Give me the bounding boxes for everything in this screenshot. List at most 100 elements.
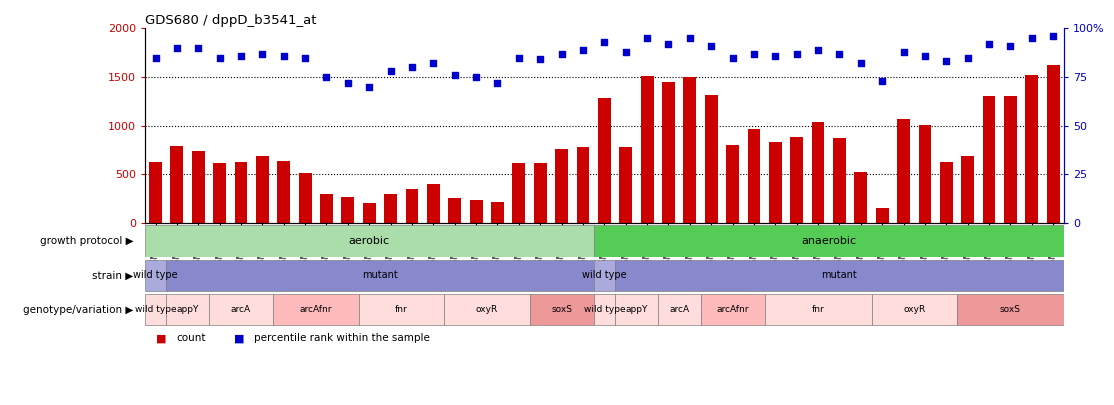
- Point: [510, 54, 528, 61]
- Point: [168, 45, 186, 51]
- Bar: [1004, 96, 1017, 223]
- Point: [317, 74, 335, 80]
- Bar: [1025, 75, 1038, 223]
- Bar: [940, 162, 952, 223]
- Text: arcA: arcA: [670, 305, 690, 314]
- Bar: [209, 294, 273, 325]
- Text: soxS: soxS: [551, 305, 573, 314]
- Bar: [957, 294, 1064, 325]
- Text: percentile rank within the sample: percentile rank within the sample: [254, 333, 430, 343]
- Bar: [277, 160, 290, 223]
- Bar: [594, 294, 615, 325]
- Point: [724, 54, 742, 61]
- Text: appY: appY: [176, 305, 198, 314]
- Bar: [854, 172, 867, 223]
- Bar: [363, 203, 375, 223]
- Text: ■: ■: [156, 333, 166, 343]
- Bar: [299, 173, 312, 223]
- Bar: [769, 142, 782, 223]
- Point: [937, 58, 955, 65]
- Bar: [235, 162, 247, 223]
- Bar: [919, 125, 931, 223]
- Text: aerobic: aerobic: [349, 236, 390, 246]
- Point: [959, 54, 977, 61]
- Bar: [683, 77, 696, 223]
- Text: fnr: fnr: [812, 305, 824, 314]
- Point: [980, 40, 998, 47]
- Point: [702, 43, 720, 49]
- Bar: [619, 147, 632, 223]
- Text: soxS: soxS: [1000, 305, 1020, 314]
- Bar: [145, 226, 594, 256]
- Point: [467, 74, 485, 80]
- Bar: [359, 294, 444, 325]
- Point: [681, 35, 698, 41]
- Bar: [961, 156, 974, 223]
- Point: [211, 54, 228, 61]
- Bar: [145, 294, 166, 325]
- Bar: [1047, 65, 1059, 223]
- Bar: [657, 294, 701, 325]
- Bar: [598, 98, 610, 223]
- Point: [147, 54, 165, 61]
- Bar: [790, 137, 803, 223]
- Point: [831, 50, 849, 57]
- Bar: [983, 96, 996, 223]
- Bar: [273, 294, 359, 325]
- Point: [916, 52, 934, 59]
- Bar: [405, 189, 419, 223]
- Bar: [149, 162, 162, 223]
- Bar: [384, 194, 397, 223]
- Bar: [747, 130, 761, 223]
- Bar: [170, 146, 184, 223]
- Bar: [192, 151, 205, 223]
- Bar: [871, 294, 957, 325]
- Bar: [662, 82, 675, 223]
- Point: [424, 60, 442, 66]
- Point: [296, 54, 314, 61]
- Bar: [529, 294, 594, 325]
- Point: [553, 50, 570, 57]
- Text: wild type: wild type: [582, 271, 627, 280]
- Text: fnr: fnr: [395, 305, 408, 314]
- Bar: [812, 122, 824, 223]
- Text: count: count: [176, 333, 205, 343]
- Point: [617, 49, 635, 55]
- Point: [339, 79, 356, 86]
- Point: [574, 47, 592, 53]
- Point: [638, 35, 656, 41]
- Text: anaerobic: anaerobic: [801, 236, 857, 246]
- Point: [403, 64, 421, 70]
- Bar: [166, 294, 209, 325]
- Bar: [594, 226, 1064, 256]
- Point: [531, 56, 549, 63]
- Point: [788, 50, 805, 57]
- Point: [1023, 35, 1040, 41]
- Bar: [470, 200, 482, 223]
- Bar: [166, 260, 594, 291]
- Text: ■: ■: [234, 333, 244, 343]
- Bar: [615, 294, 657, 325]
- Bar: [876, 208, 889, 223]
- Text: oxyR: oxyR: [476, 305, 498, 314]
- Bar: [897, 119, 910, 223]
- Point: [232, 52, 250, 59]
- Point: [659, 40, 677, 47]
- Bar: [555, 149, 568, 223]
- Bar: [833, 138, 846, 223]
- Point: [382, 68, 400, 75]
- Text: GDS680 / dppD_b3541_at: GDS680 / dppD_b3541_at: [145, 14, 316, 27]
- Text: mutant: mutant: [822, 271, 858, 280]
- Point: [895, 49, 912, 55]
- Bar: [444, 294, 529, 325]
- Bar: [145, 260, 166, 291]
- Point: [1044, 33, 1062, 39]
- Bar: [448, 198, 461, 223]
- Text: wild type: wild type: [135, 305, 176, 314]
- Bar: [256, 156, 268, 223]
- Bar: [641, 76, 654, 223]
- Bar: [705, 96, 717, 223]
- Text: oxyR: oxyR: [903, 305, 926, 314]
- Bar: [534, 164, 547, 223]
- Text: arcA: arcA: [231, 305, 251, 314]
